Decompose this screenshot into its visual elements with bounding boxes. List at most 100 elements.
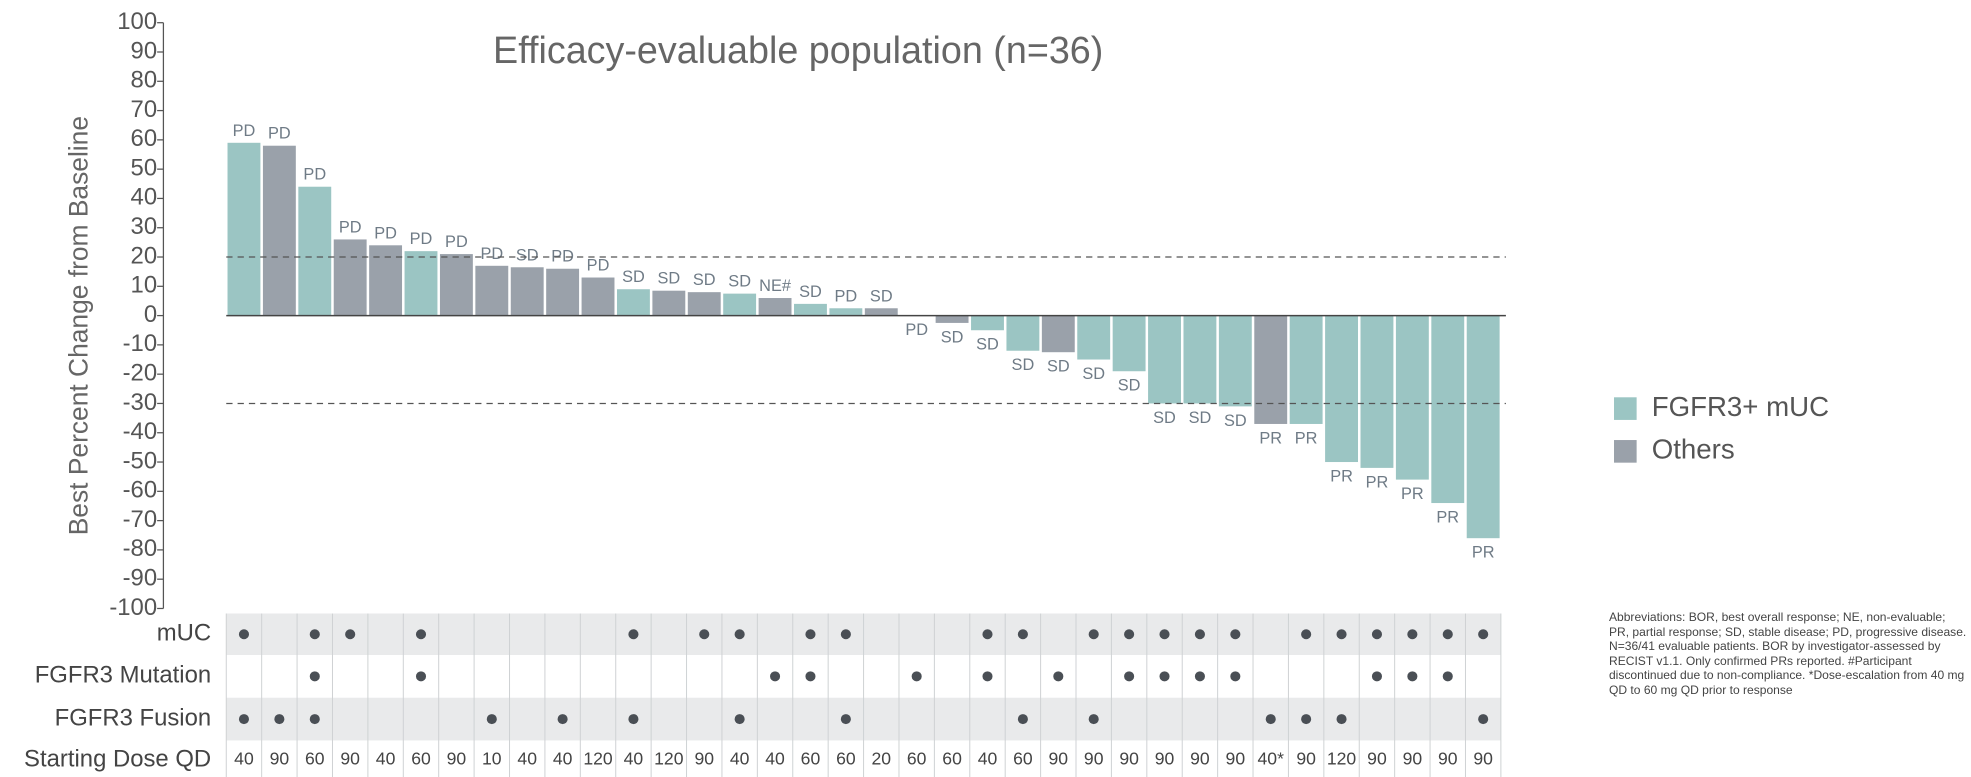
response-label: PD <box>480 245 503 263</box>
dose-value: 90 <box>1473 749 1493 769</box>
y-tick-label: 60 <box>131 125 158 152</box>
table-dot <box>1442 629 1453 640</box>
bar <box>616 289 650 316</box>
bar <box>652 290 686 316</box>
table-dot <box>628 714 639 725</box>
dose-value: 120 <box>1327 749 1357 769</box>
dose-value: 40 <box>234 749 254 769</box>
table-dot <box>1301 629 1312 640</box>
dose-value: 20 <box>871 749 891 769</box>
y-tick-label: 0 <box>144 301 157 328</box>
y-tick-label: -80 <box>123 535 158 562</box>
bar <box>1183 315 1217 404</box>
dose-value: 90 <box>1296 749 1316 769</box>
response-label: PD <box>551 248 574 266</box>
response-label: PR <box>1401 485 1424 503</box>
table-dot <box>1407 629 1418 640</box>
response-label: PD <box>445 233 468 251</box>
table-dot <box>415 629 427 640</box>
dose-value: 90 <box>340 749 360 769</box>
table-dot <box>1230 671 1241 682</box>
dose-value: 60 <box>942 749 962 769</box>
response-label: SD <box>799 283 822 301</box>
y-tick-label: 80 <box>131 67 158 94</box>
dose-value: 90 <box>1119 749 1139 769</box>
response-label: PD <box>835 287 858 305</box>
dose-value: 90 <box>1226 749 1246 769</box>
table-dot <box>628 629 639 640</box>
y-tick-label: -10 <box>123 330 158 357</box>
dose-value: 90 <box>1155 749 1175 769</box>
table-dot <box>911 671 922 682</box>
table-dot <box>734 714 745 725</box>
bar <box>1254 315 1288 424</box>
response-label: SD <box>870 287 893 305</box>
footnote: Abbreviations: BOR, best overall respons… <box>1608 610 1967 698</box>
response-label: SD <box>1012 356 1035 374</box>
dose-value: 40 <box>624 749 644 769</box>
response-label: PD <box>587 257 610 275</box>
bar <box>262 145 296 316</box>
dose-value: 60 <box>907 749 927 769</box>
y-tick-label: -70 <box>123 506 158 533</box>
table-dot <box>1017 629 1028 640</box>
table-dot <box>1124 629 1135 640</box>
table-dot <box>1088 714 1099 725</box>
table-dot <box>1088 629 1099 640</box>
y-tick-label: 100 <box>117 8 157 35</box>
dose-value: 120 <box>654 749 684 769</box>
response-label: SD <box>1047 358 1070 376</box>
table-dot <box>1371 629 1382 640</box>
dose-value: 90 <box>447 749 467 769</box>
bar <box>1006 315 1040 351</box>
response-label: SD <box>1118 377 1141 395</box>
bar <box>298 186 332 316</box>
row-label: mUC <box>157 620 211 647</box>
bar <box>723 293 757 316</box>
dose-value: 40 <box>376 749 396 769</box>
dose-value: 40 <box>730 749 750 769</box>
bar <box>829 308 863 316</box>
row-label: FGFR3 Mutation <box>35 662 211 689</box>
table-dot <box>309 714 320 725</box>
y-tick-label: -60 <box>123 477 158 504</box>
dose-value: 60 <box>836 749 856 769</box>
bar <box>687 292 721 316</box>
response-label: PR <box>1295 429 1318 447</box>
legend-label: FGFR3+ mUC <box>1652 391 1829 422</box>
response-label: SD <box>728 273 751 291</box>
table-dot <box>1194 671 1205 682</box>
bar <box>1289 315 1323 424</box>
response-label: PR <box>1366 473 1389 491</box>
table-dot <box>1159 629 1170 640</box>
dose-value: 40 <box>765 749 785 769</box>
response-label: NE# <box>759 277 791 295</box>
dose-value: 40 <box>553 749 573 769</box>
bar <box>369 245 403 316</box>
table-dot <box>840 714 851 725</box>
table-dot <box>1442 671 1453 682</box>
bar <box>864 308 898 316</box>
table-dot <box>1053 671 1064 682</box>
table-dot <box>982 629 993 640</box>
bar <box>581 277 615 316</box>
response-label: SD <box>516 246 539 264</box>
dose-value: 60 <box>1013 749 1033 769</box>
bar <box>510 267 544 316</box>
table-dot <box>1478 714 1489 725</box>
response-label: PD <box>410 230 433 248</box>
y-tick-label: 20 <box>131 242 158 269</box>
table-dot <box>1124 671 1135 682</box>
y-tick-label: -40 <box>123 418 158 445</box>
table-dot <box>415 671 427 682</box>
table-dot <box>982 671 993 682</box>
response-label: PD <box>268 125 291 143</box>
response-label: PD <box>339 218 362 236</box>
table-dot <box>238 629 249 640</box>
response-label: PD <box>233 122 256 140</box>
y-tick-label: 70 <box>131 96 158 123</box>
table-dot <box>805 671 816 682</box>
table-dot <box>1478 629 1489 640</box>
y-axis-label: Best Percent Change from Baseline <box>63 116 93 535</box>
